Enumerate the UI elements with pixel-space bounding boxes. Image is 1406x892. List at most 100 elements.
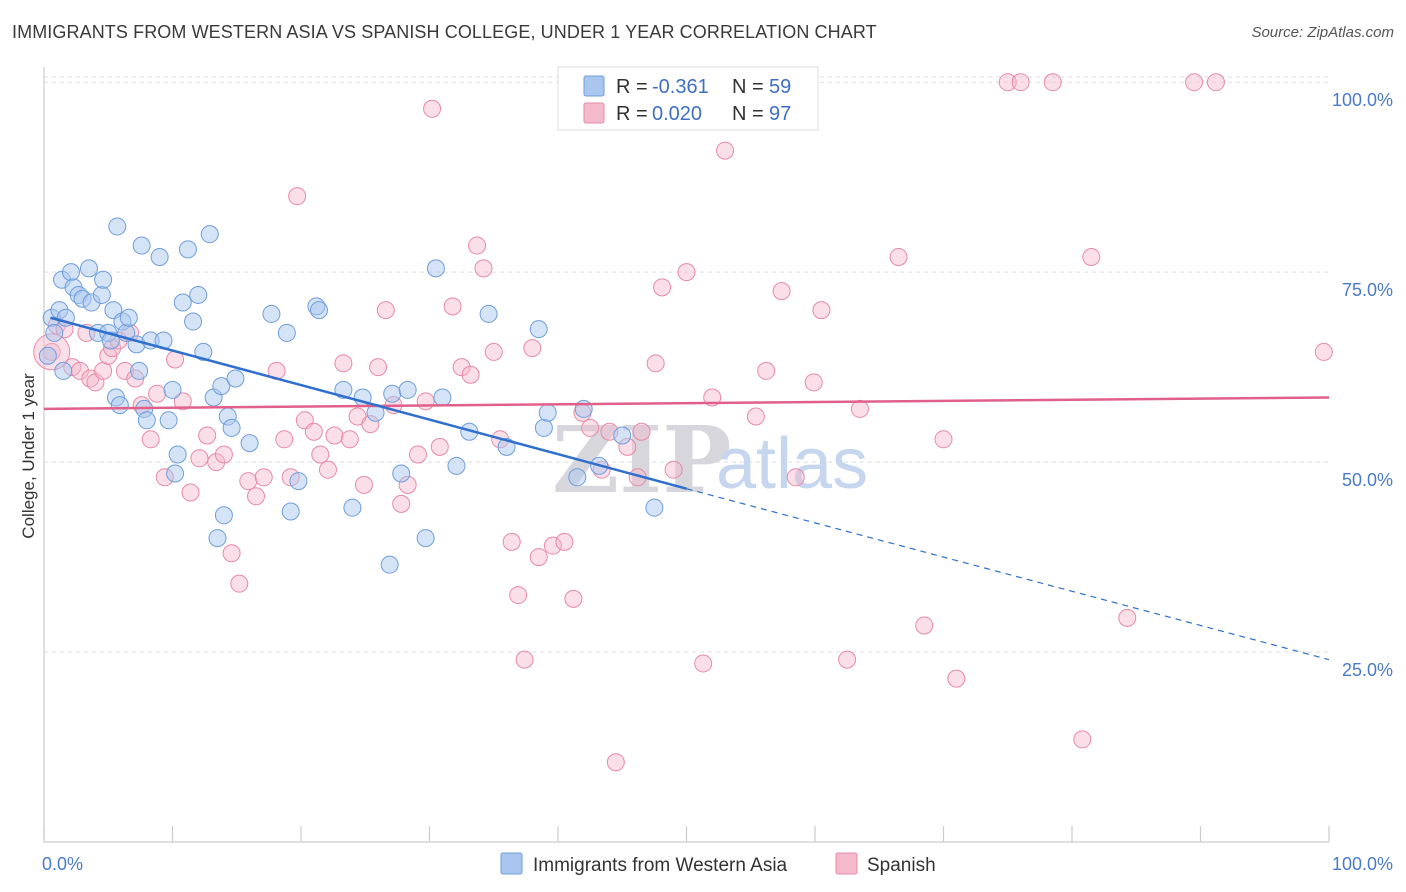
spanish-point bbox=[947, 669, 966, 688]
western-asia-point bbox=[200, 225, 219, 244]
western-asia-point bbox=[45, 323, 64, 342]
spanish-point bbox=[222, 544, 241, 563]
western-asia-point bbox=[194, 342, 213, 361]
western-asia-point bbox=[426, 259, 445, 278]
spanish-point bbox=[529, 548, 548, 567]
spanish-point bbox=[812, 301, 831, 320]
spanish-point bbox=[416, 392, 435, 411]
y-tick-label: 25.0% bbox=[1342, 660, 1393, 680]
spanish-point bbox=[1011, 73, 1030, 92]
western-asia-point bbox=[163, 380, 182, 399]
western-asia-point bbox=[479, 304, 498, 323]
spanish-point bbox=[543, 536, 562, 555]
spanish-point bbox=[141, 430, 160, 449]
spanish-point bbox=[606, 753, 625, 772]
spanish-point bbox=[318, 460, 337, 479]
legend-n-value-1: 59 bbox=[769, 76, 791, 98]
spanish-point bbox=[198, 426, 217, 445]
spanish-point bbox=[461, 365, 480, 384]
western-asia-trend-line bbox=[50, 316, 687, 490]
bottom-legend: Immigrants from Western Asia Spanish bbox=[500, 852, 936, 876]
grid-lines bbox=[44, 76, 1329, 653]
spanish-point bbox=[354, 475, 373, 494]
y-axis-label: College, Under 1 year bbox=[19, 373, 38, 539]
spanish-point bbox=[173, 392, 192, 411]
spanish-point bbox=[304, 422, 323, 441]
spanish-point bbox=[786, 468, 805, 487]
legend-swatch-pink bbox=[583, 102, 605, 124]
western-asia-point bbox=[568, 468, 587, 487]
chart-source: Source: ZipAtlas.com bbox=[1251, 24, 1394, 41]
spanish-point bbox=[1206, 73, 1225, 92]
bottom-legend-label-spanish: Spanish bbox=[867, 855, 936, 876]
legend-n-value-2: 97 bbox=[769, 103, 791, 125]
y-tick-label: 50.0% bbox=[1342, 470, 1393, 490]
western-asia-point bbox=[208, 529, 227, 548]
chart-title: IMMIGRANTS FROM WESTERN ASIA VS SPANISH … bbox=[12, 22, 877, 42]
spanish-point bbox=[694, 654, 713, 673]
western-asia-point bbox=[79, 259, 98, 278]
spanish-point bbox=[148, 384, 167, 403]
western-asia-point bbox=[159, 411, 178, 430]
western-asia-point bbox=[222, 418, 241, 437]
spanish-point bbox=[190, 449, 209, 468]
spanish-point bbox=[555, 532, 574, 551]
western-asia-point bbox=[529, 320, 548, 339]
western-asia-point bbox=[184, 312, 203, 331]
y-tick-label: 75.0% bbox=[1342, 280, 1393, 300]
bottom-legend-swatch-pink bbox=[835, 852, 858, 875]
y-tick-label: 100.0% bbox=[1332, 90, 1393, 110]
spanish-point bbox=[664, 460, 683, 479]
western-asia-point bbox=[166, 464, 185, 483]
spanish-point bbox=[850, 399, 869, 418]
spanish-point bbox=[214, 445, 233, 464]
spanish-point bbox=[502, 532, 521, 551]
spanish-point bbox=[509, 586, 528, 605]
spanish-point bbox=[376, 301, 395, 320]
western-asia-point bbox=[281, 502, 300, 521]
western-asia-point bbox=[226, 369, 245, 388]
western-asia-point bbox=[92, 285, 111, 304]
spanish-point bbox=[392, 494, 411, 513]
spanish-point bbox=[746, 407, 765, 426]
spanish-point bbox=[247, 487, 266, 506]
spanish-point bbox=[1185, 73, 1204, 92]
spanish-point bbox=[230, 574, 249, 593]
spanish-point bbox=[1118, 608, 1137, 627]
western-asia-point bbox=[380, 555, 399, 574]
western-asia-point bbox=[416, 529, 435, 548]
spanish-point bbox=[334, 354, 353, 373]
bottom-legend-swatch-blue bbox=[500, 852, 523, 875]
western-asia-point bbox=[240, 434, 259, 453]
western-asia-point bbox=[309, 301, 328, 320]
x-ticks bbox=[43, 826, 1330, 842]
western-asia-point bbox=[392, 464, 411, 483]
spanish-point bbox=[934, 430, 953, 449]
spanish-point bbox=[288, 187, 307, 206]
spanish-point bbox=[772, 282, 791, 301]
western-asia-point bbox=[538, 403, 557, 422]
spanish-point bbox=[838, 650, 857, 669]
western-asia-point bbox=[132, 236, 151, 255]
western-asia-point bbox=[130, 361, 149, 380]
legend-r-label-1: R = bbox=[616, 76, 648, 98]
watermark: ZIP atlas bbox=[552, 406, 868, 514]
spanish-point bbox=[1073, 730, 1092, 749]
legend-r-value-1: -0.361 bbox=[652, 76, 709, 98]
x-tick-label-min: 0.0% bbox=[42, 854, 83, 874]
western-asia-point bbox=[94, 270, 113, 289]
spanish-point bbox=[564, 589, 583, 608]
western-asia-point bbox=[173, 293, 192, 312]
spanish-point bbox=[452, 358, 471, 377]
western-asia-point bbox=[447, 456, 466, 475]
legend-r-value-2: 0.020 bbox=[652, 103, 702, 125]
western-asia-point bbox=[214, 506, 233, 525]
bottom-legend-label-western-asia: Immigrants from Western Asia bbox=[533, 855, 788, 876]
legend-box: R = -0.361 N = 59 R = 0.020 N = 97 bbox=[557, 66, 819, 131]
western-asia-point bbox=[645, 498, 664, 517]
spanish-point bbox=[275, 430, 294, 449]
legend-n-label-2: N = bbox=[732, 103, 764, 125]
western-asia-point bbox=[119, 308, 138, 327]
spanish-point bbox=[646, 354, 665, 373]
western-asia-point bbox=[178, 240, 197, 259]
